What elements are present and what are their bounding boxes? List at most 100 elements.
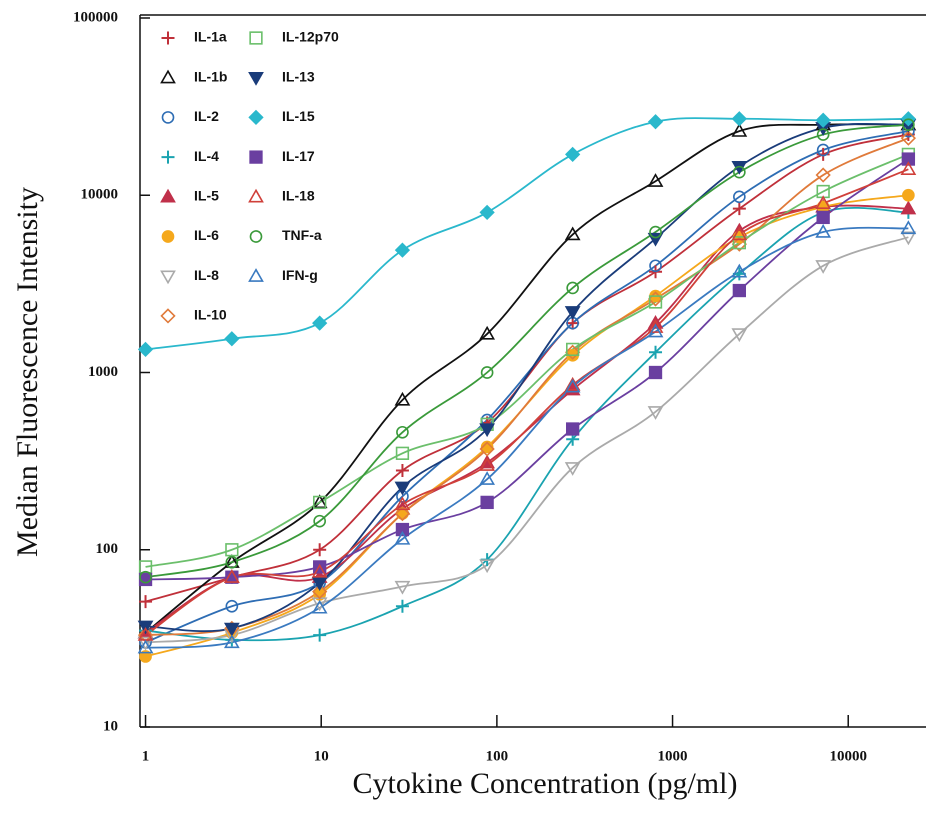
- data-point: [395, 463, 409, 477]
- legend-marker: [161, 31, 175, 45]
- data-point: [901, 152, 916, 166]
- data-point: [816, 128, 830, 141]
- data-point: [395, 446, 410, 460]
- fit-curve: [145, 133, 909, 603]
- legend-label: IL-8: [194, 267, 219, 283]
- data-point: [564, 378, 581, 393]
- data-point: [733, 190, 746, 204]
- data-point: [816, 147, 830, 161]
- data-point: [731, 160, 748, 175]
- data-point: [479, 471, 496, 485]
- y-tick-label: 10: [103, 718, 118, 734]
- data-point: [731, 263, 748, 278]
- legend-label: IL-15: [282, 108, 315, 124]
- y-tick-label: 1000: [88, 364, 118, 380]
- data-point: [139, 570, 152, 584]
- legend-marker: [248, 268, 264, 282]
- data-point: [815, 223, 832, 238]
- legend: IL-1a IL-1b IL-2 IL-4 IL-5 IL-6 IL-8 IL-10 IL-12…: [160, 29, 339, 324]
- data-point: [480, 495, 494, 510]
- data-point: [647, 114, 664, 130]
- data-point: [647, 173, 664, 187]
- x-tick-label: 10000: [829, 748, 867, 764]
- data-point: [649, 259, 662, 273]
- data-point: [647, 319, 664, 333]
- data-point: [394, 242, 411, 258]
- data-point: [649, 345, 663, 359]
- data-point: [649, 225, 662, 239]
- data-point: [224, 331, 240, 347]
- legend-label: IL-5: [194, 188, 219, 204]
- data-point: [394, 496, 411, 511]
- legend-marker: [249, 230, 263, 243]
- data-point: [223, 622, 240, 637]
- data-point: [479, 559, 496, 574]
- fit-curve: [145, 194, 909, 658]
- y-tick-label: 100000: [73, 9, 118, 25]
- data-point: [313, 514, 326, 528]
- data-point: [732, 283, 746, 298]
- legend-label: IL-6: [194, 227, 219, 243]
- data-point: [137, 636, 154, 651]
- data-point: [564, 226, 581, 241]
- legend-label: IL-1b: [194, 68, 227, 84]
- fit-curve: [145, 117, 909, 351]
- legend-label: IL-12p70: [282, 29, 339, 45]
- data-point: [647, 406, 664, 420]
- x-tick-label: 1000: [658, 748, 688, 764]
- legend-marker: [161, 111, 175, 124]
- fit-curve: [145, 153, 909, 568]
- data-point: [313, 543, 327, 557]
- curves: [144, 117, 909, 658]
- data-point: [815, 167, 831, 183]
- data-point: [139, 650, 152, 663]
- data-point: [566, 342, 580, 357]
- fit-curve: [145, 122, 909, 633]
- x-axis-title: Cytokine Concentration (pg/ml): [353, 767, 738, 800]
- data-point: [900, 130, 917, 146]
- legend-label: TNF-a: [282, 227, 322, 243]
- data-point: [564, 306, 581, 320]
- data-point: [902, 118, 915, 132]
- data-point: [311, 577, 328, 592]
- data-point: [731, 226, 748, 241]
- data-point: [815, 260, 832, 274]
- data-point: [225, 599, 239, 613]
- legend-marker: [160, 270, 176, 285]
- legend-marker: [160, 308, 176, 324]
- data-point: [731, 111, 747, 127]
- y-axis-title: Median Fluorescence Intensity: [11, 187, 44, 557]
- markers: [137, 111, 917, 663]
- data-point: [394, 505, 411, 522]
- fit-curve: [145, 137, 909, 636]
- legend-label: IL-13: [282, 68, 315, 84]
- data-point: [313, 495, 327, 510]
- fit-curve: [145, 236, 909, 644]
- legend-marker: [160, 188, 176, 203]
- data-point: [902, 188, 915, 202]
- data-point: [566, 281, 579, 295]
- legend-label: IL-4: [194, 148, 219, 164]
- x-tick-label: 1: [142, 748, 150, 764]
- data-point: [647, 323, 664, 338]
- data-point: [564, 376, 581, 391]
- data-point: [565, 344, 581, 360]
- data-point: [311, 599, 328, 614]
- legend-marker: [161, 150, 175, 164]
- data-point: [396, 425, 409, 439]
- legend-label: IL-10: [194, 307, 227, 323]
- data-point: [225, 543, 239, 557]
- y-tick-label: 100: [96, 541, 119, 557]
- data-point: [566, 422, 580, 436]
- data-point: [479, 457, 496, 471]
- fit-curve: [145, 130, 909, 644]
- data-point: [480, 366, 494, 379]
- y-tick-label: 10000: [81, 187, 119, 203]
- data-point: [138, 572, 153, 587]
- fit-curve: [145, 204, 909, 634]
- fit-curve: [145, 168, 909, 636]
- data-point: [732, 202, 746, 216]
- data-point: [223, 634, 240, 649]
- data-point: [479, 423, 496, 438]
- legend-label: IL-18: [282, 188, 315, 204]
